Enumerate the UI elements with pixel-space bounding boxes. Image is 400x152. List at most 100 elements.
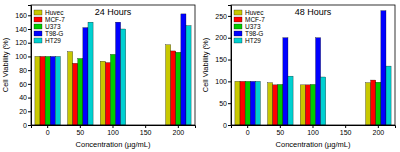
bar: [78, 58, 83, 125]
chart-panel: 02040608010012014016005010015020024 Hour…: [1, 5, 196, 149]
bar: [55, 56, 60, 125]
y-tick-label: 20: [19, 108, 27, 115]
bar: [278, 84, 283, 125]
x-tick-mark: [80, 125, 81, 128]
bar: [268, 83, 273, 125]
legend: HuvecMCF-7U373T98-GHT29: [34, 9, 65, 44]
y-tick-label: 250: [215, 13, 227, 20]
bar: [250, 81, 255, 125]
y-tick-label: 100: [215, 78, 227, 85]
chart-title: 48 Hours: [295, 7, 332, 17]
plot-frame: [31, 5, 195, 125]
y-tick: 200: [215, 34, 231, 41]
y-tick-label: 100: [15, 53, 27, 60]
x-tick-label: 150: [340, 129, 352, 136]
y-tick-mark: [28, 70, 31, 71]
legend-label: Huvec: [245, 9, 264, 16]
y-tick: 250: [215, 13, 231, 20]
bars: [235, 11, 391, 125]
bar: [100, 61, 105, 125]
bar: [273, 85, 278, 125]
x-tick-mark: [378, 125, 379, 128]
x-tick: 50: [276, 125, 284, 136]
x-tick-label: 200: [172, 129, 184, 136]
x-tick-mark: [247, 125, 248, 128]
bar: [316, 38, 321, 125]
y-tick: 40: [19, 94, 31, 101]
x-tick: 0: [46, 125, 50, 136]
bar: [371, 80, 376, 125]
legend-label: Huvec: [45, 9, 64, 16]
bar: [116, 22, 121, 125]
x-tick-mark: [280, 125, 281, 128]
x-axis-line: [32, 126, 196, 129]
y-tick-label: 50: [219, 100, 227, 107]
legend-label: HT29: [245, 37, 261, 44]
y-tick: 0: [223, 122, 231, 129]
x-tick-label: 100: [307, 129, 319, 136]
bar: [45, 56, 50, 125]
x-tick-mark: [47, 125, 48, 128]
y-axis-line: [28, 6, 32, 126]
legend-swatch: [234, 17, 242, 22]
bar: [386, 66, 391, 125]
bar: [166, 45, 171, 125]
x-tick: 100: [107, 125, 119, 136]
x-tick: 150: [140, 125, 152, 136]
bar: [68, 52, 73, 125]
x-tick-mark: [313, 125, 314, 128]
y-tick-mark: [228, 38, 231, 39]
y-axis: 0 50 100 150 200 250: [215, 6, 231, 129]
x-tick: 50: [76, 125, 84, 136]
x-tick-label: 0: [246, 129, 250, 136]
bar: [73, 63, 78, 125]
legend-label: MCF-7: [245, 16, 265, 23]
x-tick-label: 50: [76, 129, 84, 136]
y-tick: 80: [19, 67, 31, 74]
y-tick-label: 60: [19, 81, 27, 88]
y-tick-label: 160: [15, 12, 27, 19]
y-tick-mark: [28, 56, 31, 57]
bar: [171, 51, 176, 125]
legend-swatch: [234, 38, 242, 43]
bar: [288, 76, 293, 125]
x-tick: 100: [307, 125, 319, 136]
bar: [235, 81, 240, 125]
bar: [181, 14, 186, 125]
bar: [40, 56, 45, 125]
y-tick-label: 0: [23, 122, 27, 129]
x-tick-mark: [113, 125, 114, 128]
legend-label: U373: [245, 23, 261, 30]
x-axis-line: [232, 126, 396, 129]
legend-label: T98-G: [245, 30, 263, 37]
y-axis: 020406080100120140160: [15, 6, 31, 129]
bar: [366, 83, 371, 125]
legend-label: HT29: [45, 37, 61, 44]
x-axis: 050100150200: [232, 125, 396, 136]
bar: [245, 81, 250, 125]
legend-swatch: [234, 10, 242, 15]
bar: [300, 85, 305, 125]
bar: [105, 63, 110, 125]
y-tick-mark: [28, 125, 31, 126]
bar: [110, 54, 115, 125]
y-tick: 0: [23, 122, 31, 129]
bar: [381, 11, 386, 125]
legend-swatch: [234, 31, 242, 36]
bar: [240, 81, 245, 125]
y-tick: 50: [219, 100, 231, 107]
bar: [50, 56, 55, 125]
y-tick-mark: [228, 103, 231, 104]
y-tick: 120: [15, 39, 31, 46]
y-tick-label: 150: [215, 56, 227, 63]
chart-title: 24 Hours: [95, 7, 132, 17]
y-tick-mark: [28, 84, 31, 85]
y-tick-label: 200: [215, 34, 227, 41]
y-tick: 100: [15, 53, 31, 60]
chart-panel: 05010015020025005010015020048 HoursConce…: [201, 5, 396, 149]
bar: [176, 52, 181, 125]
legend-swatch: [34, 17, 42, 22]
y-tick-label: 120: [15, 39, 27, 46]
bar: [283, 38, 288, 125]
x-tick-label: 0: [46, 129, 50, 136]
